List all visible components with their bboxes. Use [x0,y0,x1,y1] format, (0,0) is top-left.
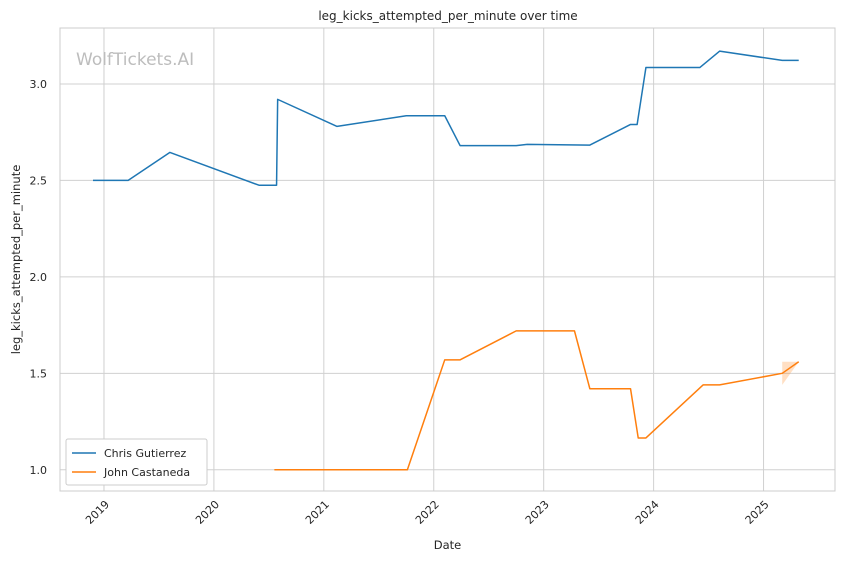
y-tick-labels: 1.0 1.5 2.0 2.5 3.0 [30,78,48,477]
y-tick-label: 1.0 [30,464,48,477]
series-line-john-castaneda [274,330,800,471]
x-gridlines [103,28,765,491]
legend-label-john-castaneda: John Castaneda [103,466,190,479]
y-tick-label: 2.0 [30,271,48,284]
legend-box [65,438,208,486]
confidence-band-1 [782,361,799,385]
plot-frame [59,27,836,492]
series-line-chris-gutierrez [92,50,799,186]
confidence-bands [782,361,799,385]
y-axis-label: leg_kicks_attempted_per_minute [9,165,23,355]
legend: Chris Gutierrez John Castaneda [65,438,208,486]
y-tick-label: 2.5 [30,174,48,187]
chart-title: leg_kicks_attempted_per_minute over time [318,9,577,23]
plot-background [60,28,835,491]
x-axis-label: Date [434,538,462,552]
y-tick-label: 1.5 [30,367,48,380]
y-tick-label: 3.0 [30,78,48,91]
series-lines [92,50,800,471]
watermark: WolfTickets.AI [76,50,194,70]
legend-label-chris-gutierrez: Chris Gutierrez [104,447,186,460]
plot-area: WolfTickets.AI [59,27,836,492]
